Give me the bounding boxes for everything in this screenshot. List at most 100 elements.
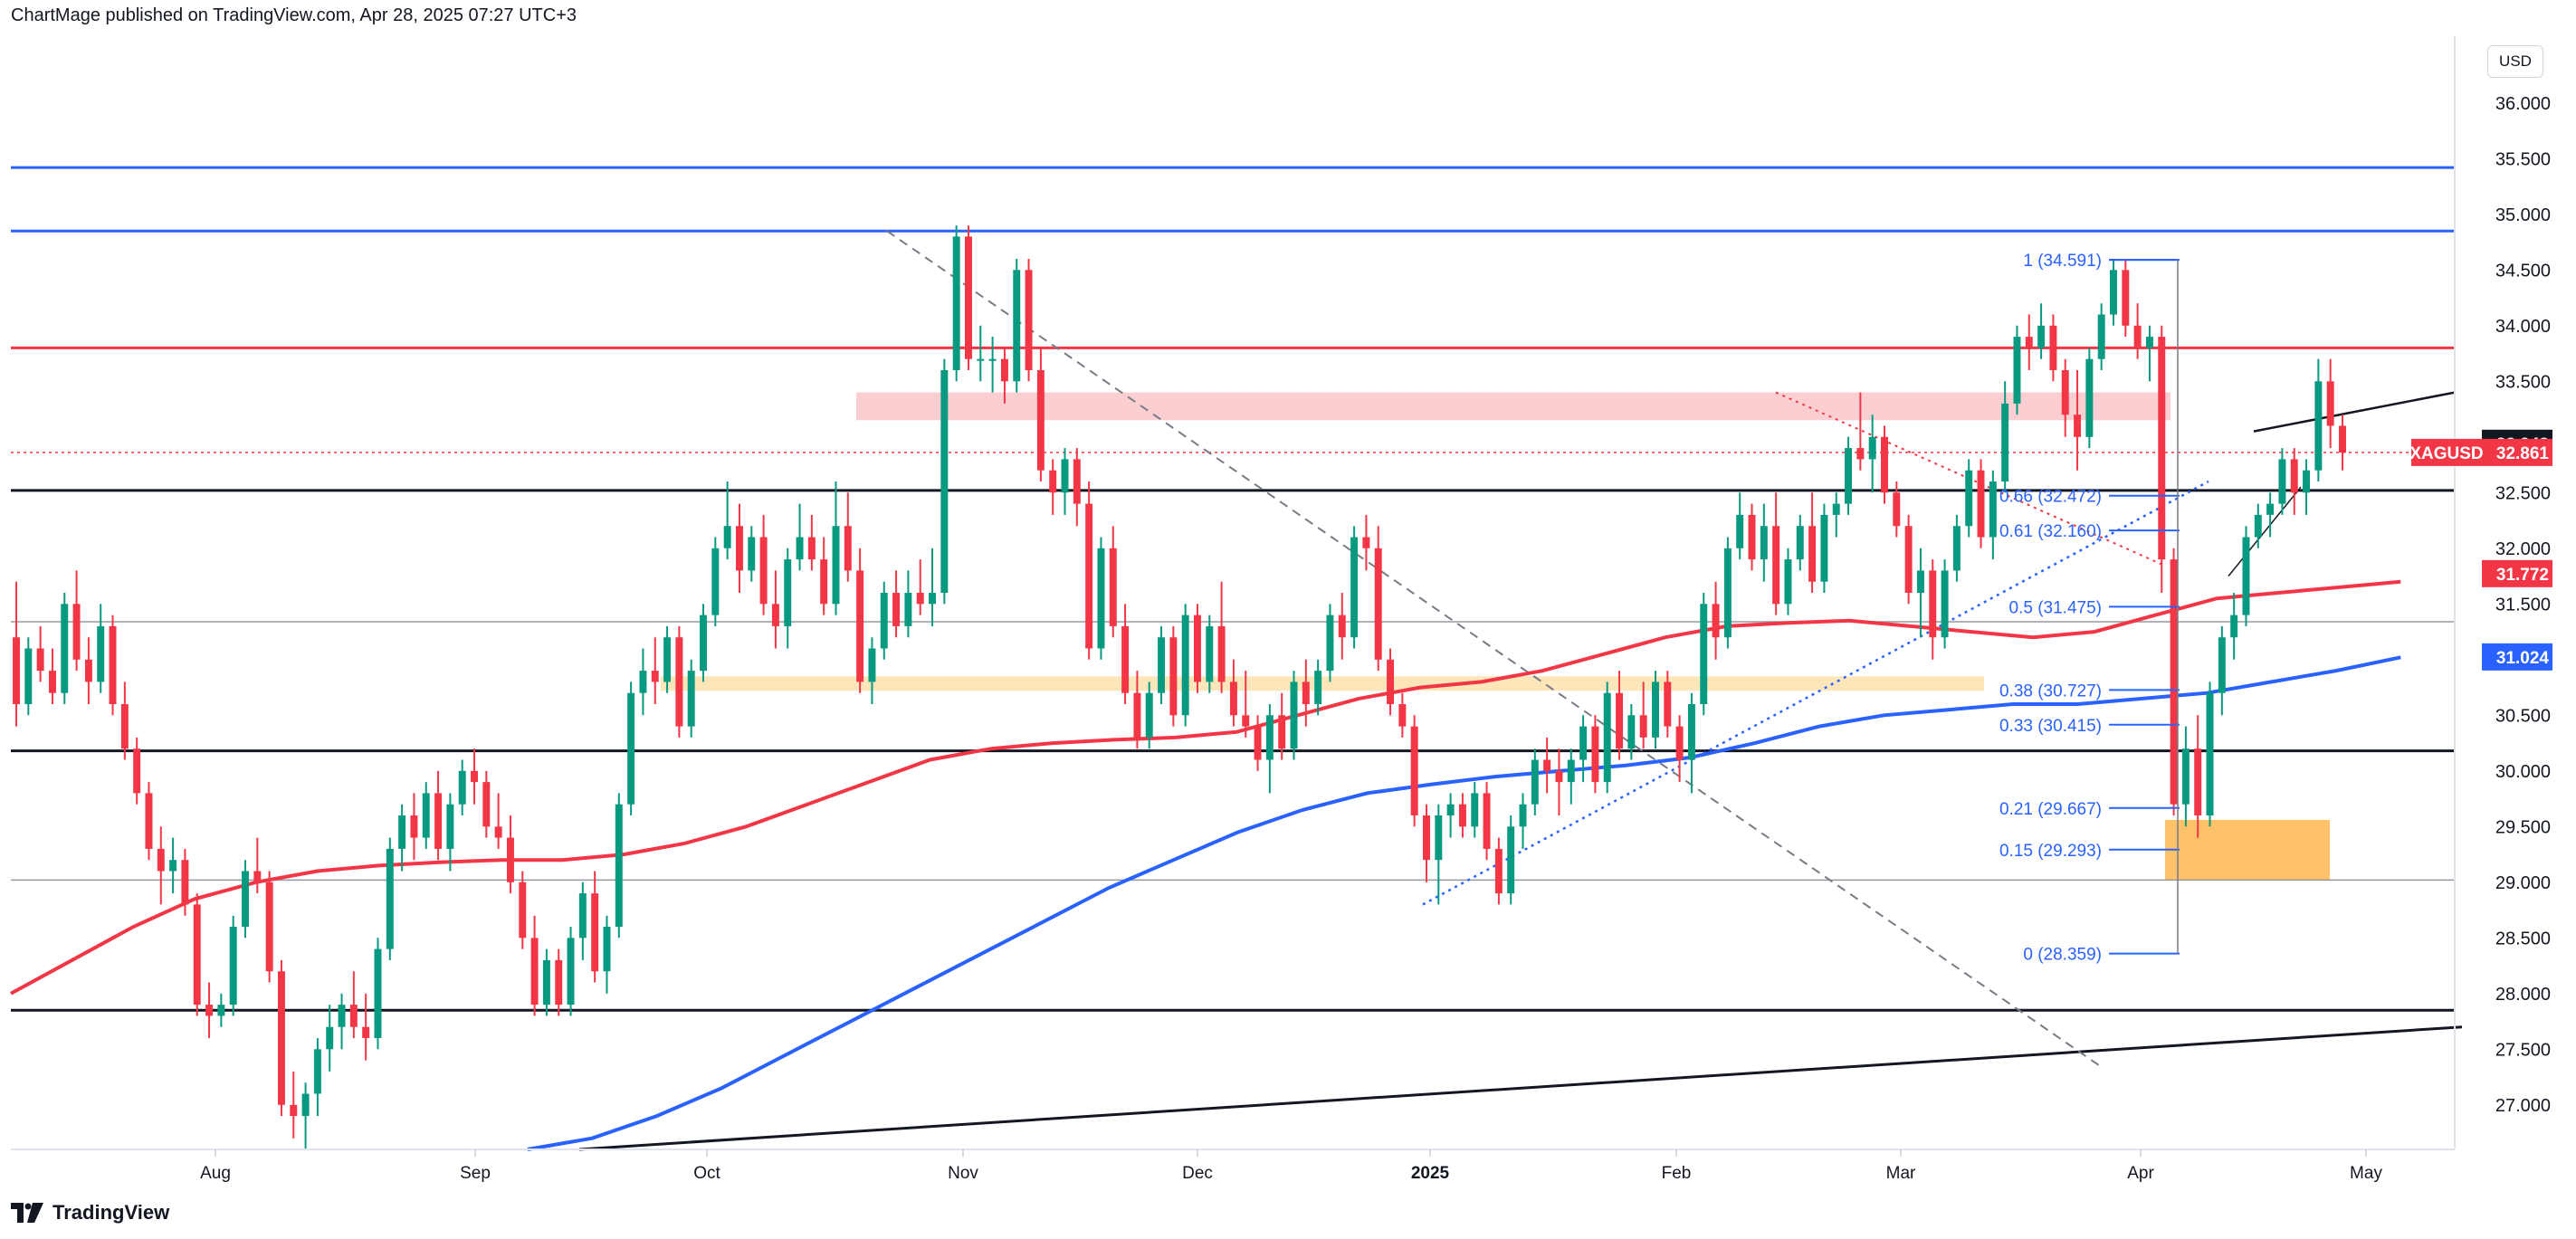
candle-body bbox=[2206, 692, 2214, 815]
candle-body bbox=[1435, 815, 1443, 861]
candle-body bbox=[398, 815, 406, 849]
candle-body bbox=[157, 848, 165, 872]
candle bbox=[591, 871, 599, 983]
candle-body bbox=[2122, 270, 2130, 326]
candle bbox=[1000, 348, 1008, 404]
candle-body bbox=[120, 704, 129, 749]
candle-body bbox=[1085, 503, 1093, 649]
candle-body bbox=[1049, 470, 1057, 493]
candle bbox=[1158, 625, 1166, 704]
candle bbox=[2278, 448, 2286, 515]
candle-body bbox=[807, 537, 816, 560]
candle bbox=[2110, 259, 2117, 326]
candle bbox=[1109, 526, 1117, 638]
candle-body bbox=[1856, 448, 1865, 460]
candle bbox=[639, 648, 647, 716]
candle-body bbox=[422, 793, 430, 838]
x-tick-label: Sep bbox=[460, 1164, 491, 1183]
candle bbox=[1989, 470, 1997, 560]
candle bbox=[1217, 581, 1226, 693]
x-tick-label: Apr bbox=[2127, 1164, 2154, 1183]
candle bbox=[615, 793, 623, 939]
candle bbox=[1073, 448, 1081, 527]
candle bbox=[2001, 381, 2009, 493]
candle bbox=[1458, 793, 1466, 838]
horizontal-levels bbox=[11, 166, 2455, 1012]
candle-body bbox=[374, 948, 382, 1038]
currency-button[interactable]: USD bbox=[2487, 45, 2543, 78]
candle bbox=[1483, 782, 1491, 861]
y-tick-label: 35.000 bbox=[2495, 205, 2551, 225]
candle-body bbox=[567, 938, 575, 1005]
candle-body bbox=[1254, 726, 1262, 760]
candle bbox=[1531, 748, 1539, 815]
y-tick-label: 32.000 bbox=[2495, 539, 2551, 559]
candle-body bbox=[1302, 681, 1310, 704]
candle-body bbox=[217, 1005, 225, 1016]
candle bbox=[193, 893, 201, 1016]
candle bbox=[253, 837, 262, 894]
x-tick-label: 2025 bbox=[1411, 1164, 1450, 1183]
candle bbox=[48, 648, 56, 704]
candle bbox=[205, 982, 214, 1038]
candle bbox=[133, 737, 141, 805]
y-tick-label: 29.000 bbox=[2495, 873, 2551, 893]
candle bbox=[663, 625, 672, 693]
candle bbox=[2194, 715, 2202, 838]
candle bbox=[627, 681, 635, 815]
candle bbox=[24, 637, 33, 716]
resistance-zone bbox=[856, 392, 2171, 421]
candle bbox=[2339, 415, 2346, 471]
y-tick-label: 28.000 bbox=[2495, 985, 2551, 1005]
candle-body bbox=[506, 837, 514, 882]
candle-body bbox=[675, 637, 683, 727]
candle bbox=[1265, 704, 1274, 794]
triangle-lower bbox=[2228, 486, 2302, 577]
candle-body bbox=[1133, 692, 1141, 738]
candle bbox=[1350, 526, 1359, 649]
candle bbox=[675, 625, 683, 738]
candle bbox=[578, 882, 587, 960]
candle-body bbox=[434, 793, 443, 849]
x-tick-label: May bbox=[2350, 1164, 2382, 1183]
candle bbox=[1290, 671, 1298, 760]
price-tag-box bbox=[2482, 559, 2552, 587]
candle bbox=[1796, 514, 1804, 571]
candle bbox=[1929, 559, 1937, 660]
candle-body bbox=[1965, 470, 1973, 527]
candle bbox=[1013, 259, 1021, 393]
candle-body bbox=[1723, 548, 1732, 638]
candle-body bbox=[856, 570, 864, 682]
candle-body bbox=[313, 1049, 321, 1094]
candle bbox=[1808, 492, 1817, 593]
candle-body bbox=[1338, 615, 1346, 638]
candle bbox=[1760, 503, 1768, 582]
candle-body bbox=[1314, 671, 1322, 704]
candle-body bbox=[1845, 448, 1853, 504]
price-tag-value: 32.861 bbox=[2496, 444, 2550, 463]
candle-body bbox=[1567, 759, 1575, 783]
candle-body bbox=[519, 882, 527, 939]
candle-body bbox=[663, 637, 672, 682]
price-tag-value: 31.024 bbox=[2496, 649, 2550, 668]
candle bbox=[977, 325, 985, 382]
candle-body bbox=[542, 959, 550, 1005]
candle bbox=[1639, 681, 1647, 749]
candle-body bbox=[1820, 514, 1828, 582]
candle bbox=[398, 804, 406, 872]
footer-brand[interactable]: TradingView bbox=[11, 1201, 169, 1225]
candle-body bbox=[326, 1026, 334, 1050]
candle-body bbox=[471, 770, 478, 783]
candle-body bbox=[301, 1093, 310, 1117]
candle-body bbox=[1591, 726, 1599, 783]
candle bbox=[229, 915, 237, 1016]
candle-body bbox=[1687, 704, 1695, 760]
candle-body bbox=[84, 659, 92, 682]
candle-body bbox=[1555, 770, 1563, 783]
candle bbox=[1338, 593, 1346, 660]
candle-body bbox=[700, 615, 707, 672]
candle-body bbox=[36, 648, 44, 672]
price-tag: 32.861 XAGUSD bbox=[2409, 438, 2552, 466]
candle-body bbox=[711, 548, 720, 615]
